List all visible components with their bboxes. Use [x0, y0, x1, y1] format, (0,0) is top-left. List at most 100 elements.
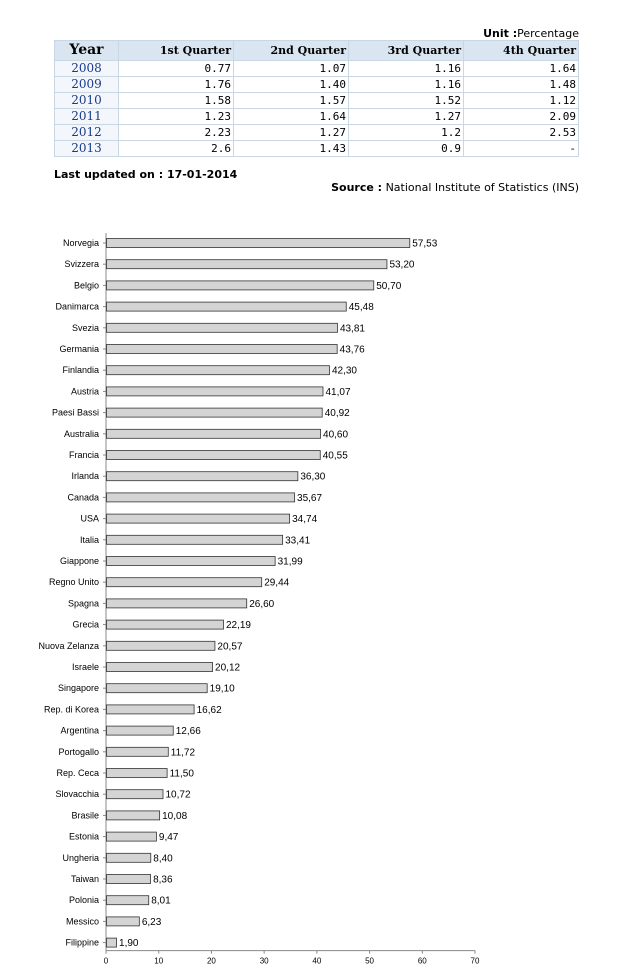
category-label: Ungheria	[62, 853, 99, 863]
value-cell: 2.09	[463, 108, 579, 125]
x-tick-label: 50	[365, 957, 374, 966]
bar	[106, 577, 263, 588]
category-label: Slovacchia	[55, 789, 99, 799]
bar	[106, 428, 321, 439]
unit-label: Unit :	[483, 27, 518, 40]
category-label: Nuova Zelanza	[38, 641, 99, 651]
category-label: Messico	[66, 916, 99, 926]
header-year: Year	[54, 40, 119, 61]
year-cell: 2008	[54, 60, 119, 77]
category-label: Francia	[69, 450, 99, 460]
bar	[106, 301, 347, 312]
bar-value-label: 26,60	[249, 599, 274, 610]
bar-value-label: 36,30	[300, 472, 325, 483]
header-q4: 4th Quarter	[463, 40, 579, 61]
bar-value-label: 11,72	[171, 747, 196, 758]
bar-value-label: 10,72	[166, 790, 191, 801]
bar-value-label: 45,48	[349, 302, 374, 313]
bar-value-label: 50,70	[376, 281, 401, 292]
bar-value-label: 43,76	[340, 345, 365, 356]
value-cell: -	[463, 140, 579, 157]
bar-value-label: 57,53	[412, 239, 437, 250]
category-label: Giappone	[60, 556, 99, 566]
bar	[106, 534, 284, 545]
value-cell: 1.40	[233, 76, 349, 93]
value-cell: 1.43	[233, 140, 349, 157]
bar	[106, 789, 164, 800]
category-label: Finlandia	[62, 365, 99, 375]
quarterly-table: Year 1st Quarter 2nd Quarter 3rd Quarter…	[54, 40, 579, 157]
bar	[106, 471, 299, 482]
value-cell: 2.53	[463, 124, 579, 141]
value-cell: 1.52	[348, 92, 464, 109]
category-label: Grecia	[72, 620, 99, 630]
value-cell: 1.07	[233, 60, 349, 77]
value-cell: 1.48	[463, 76, 579, 93]
bar	[106, 322, 338, 333]
category-label: Argentina	[60, 726, 99, 736]
bar-value-label: 20,57	[217, 641, 242, 652]
category-label: Italia	[80, 535, 99, 545]
bar-value-label: 29,44	[264, 578, 289, 589]
bar	[106, 662, 213, 672]
value-cell: 1.12	[463, 92, 579, 109]
bar-value-label: 22,19	[226, 620, 251, 631]
category-label: Rep. di Korea	[44, 704, 99, 714]
bar	[106, 386, 324, 397]
bar	[106, 683, 208, 694]
category-label: Brasile	[71, 810, 99, 820]
bar	[106, 556, 276, 566]
category-label: Portogallo	[58, 747, 99, 757]
category-label: Filippine	[65, 938, 99, 948]
value-cell: 1.2	[348, 124, 464, 141]
category-label: Taiwan	[71, 874, 99, 884]
value-cell: 2.23	[118, 124, 234, 141]
category-label: Austria	[71, 386, 99, 396]
x-tick-label: 0	[104, 957, 109, 966]
bar	[106, 937, 117, 948]
category-label: USA	[80, 514, 99, 524]
category-label: Rep. Ceca	[56, 768, 99, 778]
category-label: Australia	[64, 429, 99, 439]
year-cell: 2013	[54, 140, 119, 157]
category-label: Estonia	[69, 832, 99, 842]
bar-value-label: 42,30	[332, 366, 357, 377]
unit-line: Unit :Percentage	[483, 27, 579, 40]
table-header-row: Year 1st Quarter 2nd Quarter 3rd Quarter…	[54, 40, 579, 61]
header-q3: 3rd Quarter	[348, 40, 464, 61]
bar-value-label: 6,23	[142, 917, 162, 928]
bar	[106, 280, 375, 291]
bar-value-label: 34,74	[292, 514, 317, 525]
category-label: Spagna	[68, 598, 99, 608]
bar-value-label: 1,90	[119, 938, 139, 949]
bar-value-label: 35,67	[297, 493, 322, 504]
category-label: Svezia	[72, 323, 99, 333]
table-body: 2008 0.77 1.07 1.16 1.64 2009 1.76 1.40 1.16 1.48…	[54, 60, 579, 157]
bar-chart: 0 10 20 30 40 50 60 70 Norvegia 57,53 Svizzera 53,2…	[38, 233, 480, 966]
bar-value-label: 53,20	[389, 260, 414, 271]
x-tick-label: 30	[260, 957, 269, 966]
bar-value-label: 40,60	[323, 429, 348, 440]
value-cell: 2.6	[118, 140, 234, 157]
bar	[106, 365, 330, 376]
year-cell: 2009	[54, 76, 119, 93]
value-cell: 1.16	[348, 76, 464, 93]
bar	[106, 238, 411, 248]
bar-value-label: 8,36	[153, 875, 173, 886]
value-cell: 0.77	[118, 60, 234, 77]
bar-value-label: 31,99	[278, 557, 303, 568]
bar-value-label: 8,01	[151, 896, 171, 907]
bar	[106, 810, 161, 821]
bar-value-label: 12,66	[176, 726, 201, 737]
bar	[106, 344, 338, 354]
bar-value-label: 41,07	[325, 387, 350, 398]
value-cell: 1.27	[348, 108, 464, 125]
bar-value-label: 10,08	[162, 811, 187, 822]
table-row: 2011 1.23 1.64 1.27 2.09	[54, 108, 579, 125]
bar	[106, 768, 168, 778]
source-label: Source :	[331, 181, 383, 194]
value-cell: 1.16	[348, 60, 464, 77]
bar	[106, 640, 216, 651]
category-label: Germania	[59, 344, 99, 354]
x-tick-label: 10	[154, 957, 163, 966]
